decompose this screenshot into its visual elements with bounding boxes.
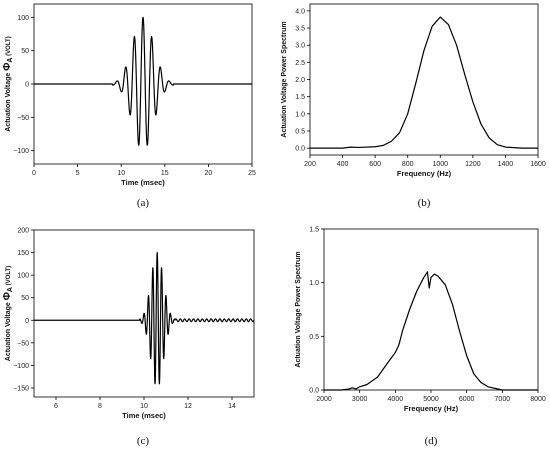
x-tick-label: 10 — [140, 403, 148, 410]
y-tick-label: −150 — [13, 385, 29, 392]
y-tick-label: 1.0 — [309, 280, 319, 287]
y-axis-label: Actuation Voltage ΦA (VOLT) — [2, 266, 14, 361]
series-line — [310, 16, 538, 149]
y-tick-label: 4.0 — [295, 8, 305, 15]
y-tick-label: 0.0 — [295, 146, 305, 153]
x-tick-label: 1600 — [530, 161, 546, 168]
x-axis-label: Frequency (Hz) — [397, 169, 452, 178]
x-tick-label: 7000 — [495, 396, 511, 403]
y-tick-label: −50 — [17, 115, 29, 122]
x-tick-label: 3000 — [352, 396, 368, 403]
x-tick-label: 5000 — [423, 396, 439, 403]
y-tick-label: 0 — [25, 318, 29, 325]
panel-c-time-signal: 6 8 10 12 14 −150 −100 −50 0 50 100 150 200 Time (mse… — [2, 228, 255, 447]
y-tick-label: 0.0 — [309, 388, 319, 395]
y-label-main: Actuation Voltage — [5, 71, 12, 132]
x-tick-label: 6 — [54, 403, 58, 410]
y-tick-label: −100 — [13, 148, 29, 155]
x-tick-label: 1000 — [432, 161, 448, 168]
x-tick-label: 8000 — [530, 396, 546, 403]
panel-caption: (b) — [418, 197, 431, 209]
plot-frame — [309, 3, 539, 156]
y-tick-label: 200 — [17, 228, 29, 235]
x-tick-label: 1200 — [465, 161, 481, 168]
y-tick-label: 1.5 — [309, 227, 319, 234]
y-tick-label: 0.5 — [295, 128, 305, 135]
panel-caption: (a) — [137, 197, 150, 209]
y-label-main: Actuation Voltage — [5, 300, 12, 361]
y-label-sub: A — [7, 58, 14, 63]
x-tick-label: 1400 — [498, 161, 514, 168]
y-tick-label: 50 — [21, 48, 29, 55]
x-tick-label: 14 — [228, 403, 236, 410]
x-tick-label: 10 — [117, 170, 125, 177]
x-tick-label: 0 — [32, 170, 36, 177]
y-tick-label: 150 — [17, 250, 29, 257]
x-tick-label: 15 — [161, 170, 169, 177]
x-tick-label: 5 — [76, 170, 80, 177]
panel-caption: (c) — [137, 435, 150, 447]
x-tick-label: 12 — [184, 403, 192, 410]
series-line — [324, 271, 538, 391]
y-label-unit: (VOLT) — [6, 266, 12, 287]
y-tick-label: 1.5 — [295, 94, 305, 101]
y-tick-label: 3.5 — [295, 26, 305, 33]
y-tick-label: −100 — [13, 363, 29, 370]
y-tick-label: 0 — [25, 82, 29, 89]
y-tick-label: 1.0 — [295, 111, 305, 118]
x-tick-label: 8 — [98, 403, 102, 410]
x-tick-label: 600 — [369, 161, 381, 168]
y-label-sub: A — [7, 287, 14, 292]
y-label-unit: (VOLT) — [6, 36, 12, 57]
y-tick-label: 2.0 — [295, 77, 305, 84]
y-tick-label: 100 — [17, 15, 29, 22]
panel-a-time-signal: 0 5 10 15 20 25 −100 −50 0 50 100 Time (msec) Actuat… — [2, 3, 256, 209]
series-line — [33, 251, 255, 385]
x-axis-label: Time (msec) — [121, 178, 165, 187]
x-axis-label: Time (msec) — [122, 411, 166, 420]
y-tick-label: 2.5 — [295, 60, 305, 67]
y-axis-label: Actuation Voltage ΦA (VOLT) — [2, 36, 14, 131]
x-tick-label: 2000 — [316, 396, 332, 403]
panel-caption: (d) — [425, 435, 438, 447]
y-label-symbol: Φ — [2, 63, 13, 71]
panel-b-power-spectrum: 200 400 600 800 1000 1200 1400 1600 0.0 0.5 1.0 1.5… — [281, 3, 546, 209]
plot-frame — [323, 228, 539, 391]
x-tick-label: 400 — [337, 161, 349, 168]
y-label-symbol: Φ — [2, 292, 13, 300]
y-tick-label: 3.0 — [295, 43, 305, 50]
x-tick-label: 4000 — [388, 396, 404, 403]
y-axis-label: Actuation Voltage Power Spectrum — [295, 251, 302, 367]
x-tick-label: 800 — [402, 161, 414, 168]
y-tick-label: 0.5 — [309, 334, 319, 341]
y-tick-label: 100 — [17, 273, 29, 280]
panel-d-power-spectrum: 2000 3000 4000 5000 6000 7000 8000 0.0 0.5 1.0 1.5… — [295, 227, 546, 448]
x-tick-label: 20 — [205, 170, 213, 177]
series-line — [33, 16, 253, 146]
x-tick-label: 200 — [304, 161, 316, 168]
y-tick-label: −50 — [17, 340, 29, 347]
y-tick-label: 50 — [21, 295, 29, 302]
x-axis-label: Frequency (Hz) — [404, 404, 459, 413]
x-tick-label: 25 — [248, 170, 256, 177]
y-axis-label: Actuation Voltage Power Spectrum — [281, 21, 288, 137]
x-tick-label: 6000 — [459, 396, 475, 403]
